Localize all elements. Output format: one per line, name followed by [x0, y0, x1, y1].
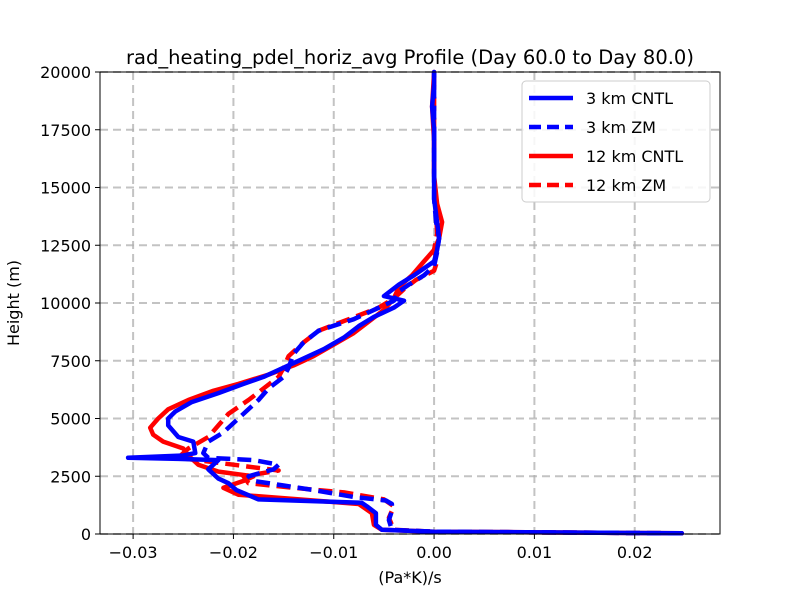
y-tick-label: 17500 [40, 121, 91, 140]
y-axis-label: Height (m) [4, 260, 23, 346]
legend: 3 km CNTL 3 km ZM 12 km CNTL 12 km ZM [521, 80, 711, 203]
series-line-3-km-zm [201, 72, 682, 536]
y-tick-label: 20000 [40, 63, 91, 82]
x-tick-label: 0.00 [416, 543, 452, 562]
legend-label: 3 km CNTL [586, 89, 673, 108]
series-line-3-km-cntl [125, 69, 685, 536]
x-axis-label: (Pa*K)/s [378, 568, 441, 587]
legend-label: 12 km ZM [586, 176, 666, 195]
y-tick-label: 2500 [50, 467, 91, 486]
legend-label: 12 km CNTL [586, 147, 683, 166]
x-axis-ticks: −0.03 −0.02 −0.01 0.00 0.01 0.02 [109, 534, 653, 562]
x-tick-label: 0.01 [517, 543, 553, 562]
chart-title: rad_heating_pdel_horiz_avg Profile (Day … [126, 46, 694, 69]
legend-label: 3 km ZM [586, 118, 656, 137]
x-tick-label: −0.03 [109, 543, 158, 562]
y-tick-label: 12500 [40, 236, 91, 255]
y-tick-label: 15000 [40, 179, 91, 198]
y-tick-label: 0 [81, 525, 91, 544]
x-tick-label: 0.02 [617, 543, 653, 562]
legend-box [521, 80, 711, 203]
x-tick-label: −0.01 [309, 543, 358, 562]
y-axis-ticks: 0 2500 5000 7500 10000 12500 15000 17500 20000 [40, 63, 100, 544]
y-tick-label: 10000 [40, 294, 91, 313]
y-tick-label: 5000 [50, 410, 91, 429]
y-tick-label: 7500 [50, 352, 91, 371]
x-tick-label: −0.02 [209, 543, 258, 562]
series-layer [125, 69, 685, 536]
